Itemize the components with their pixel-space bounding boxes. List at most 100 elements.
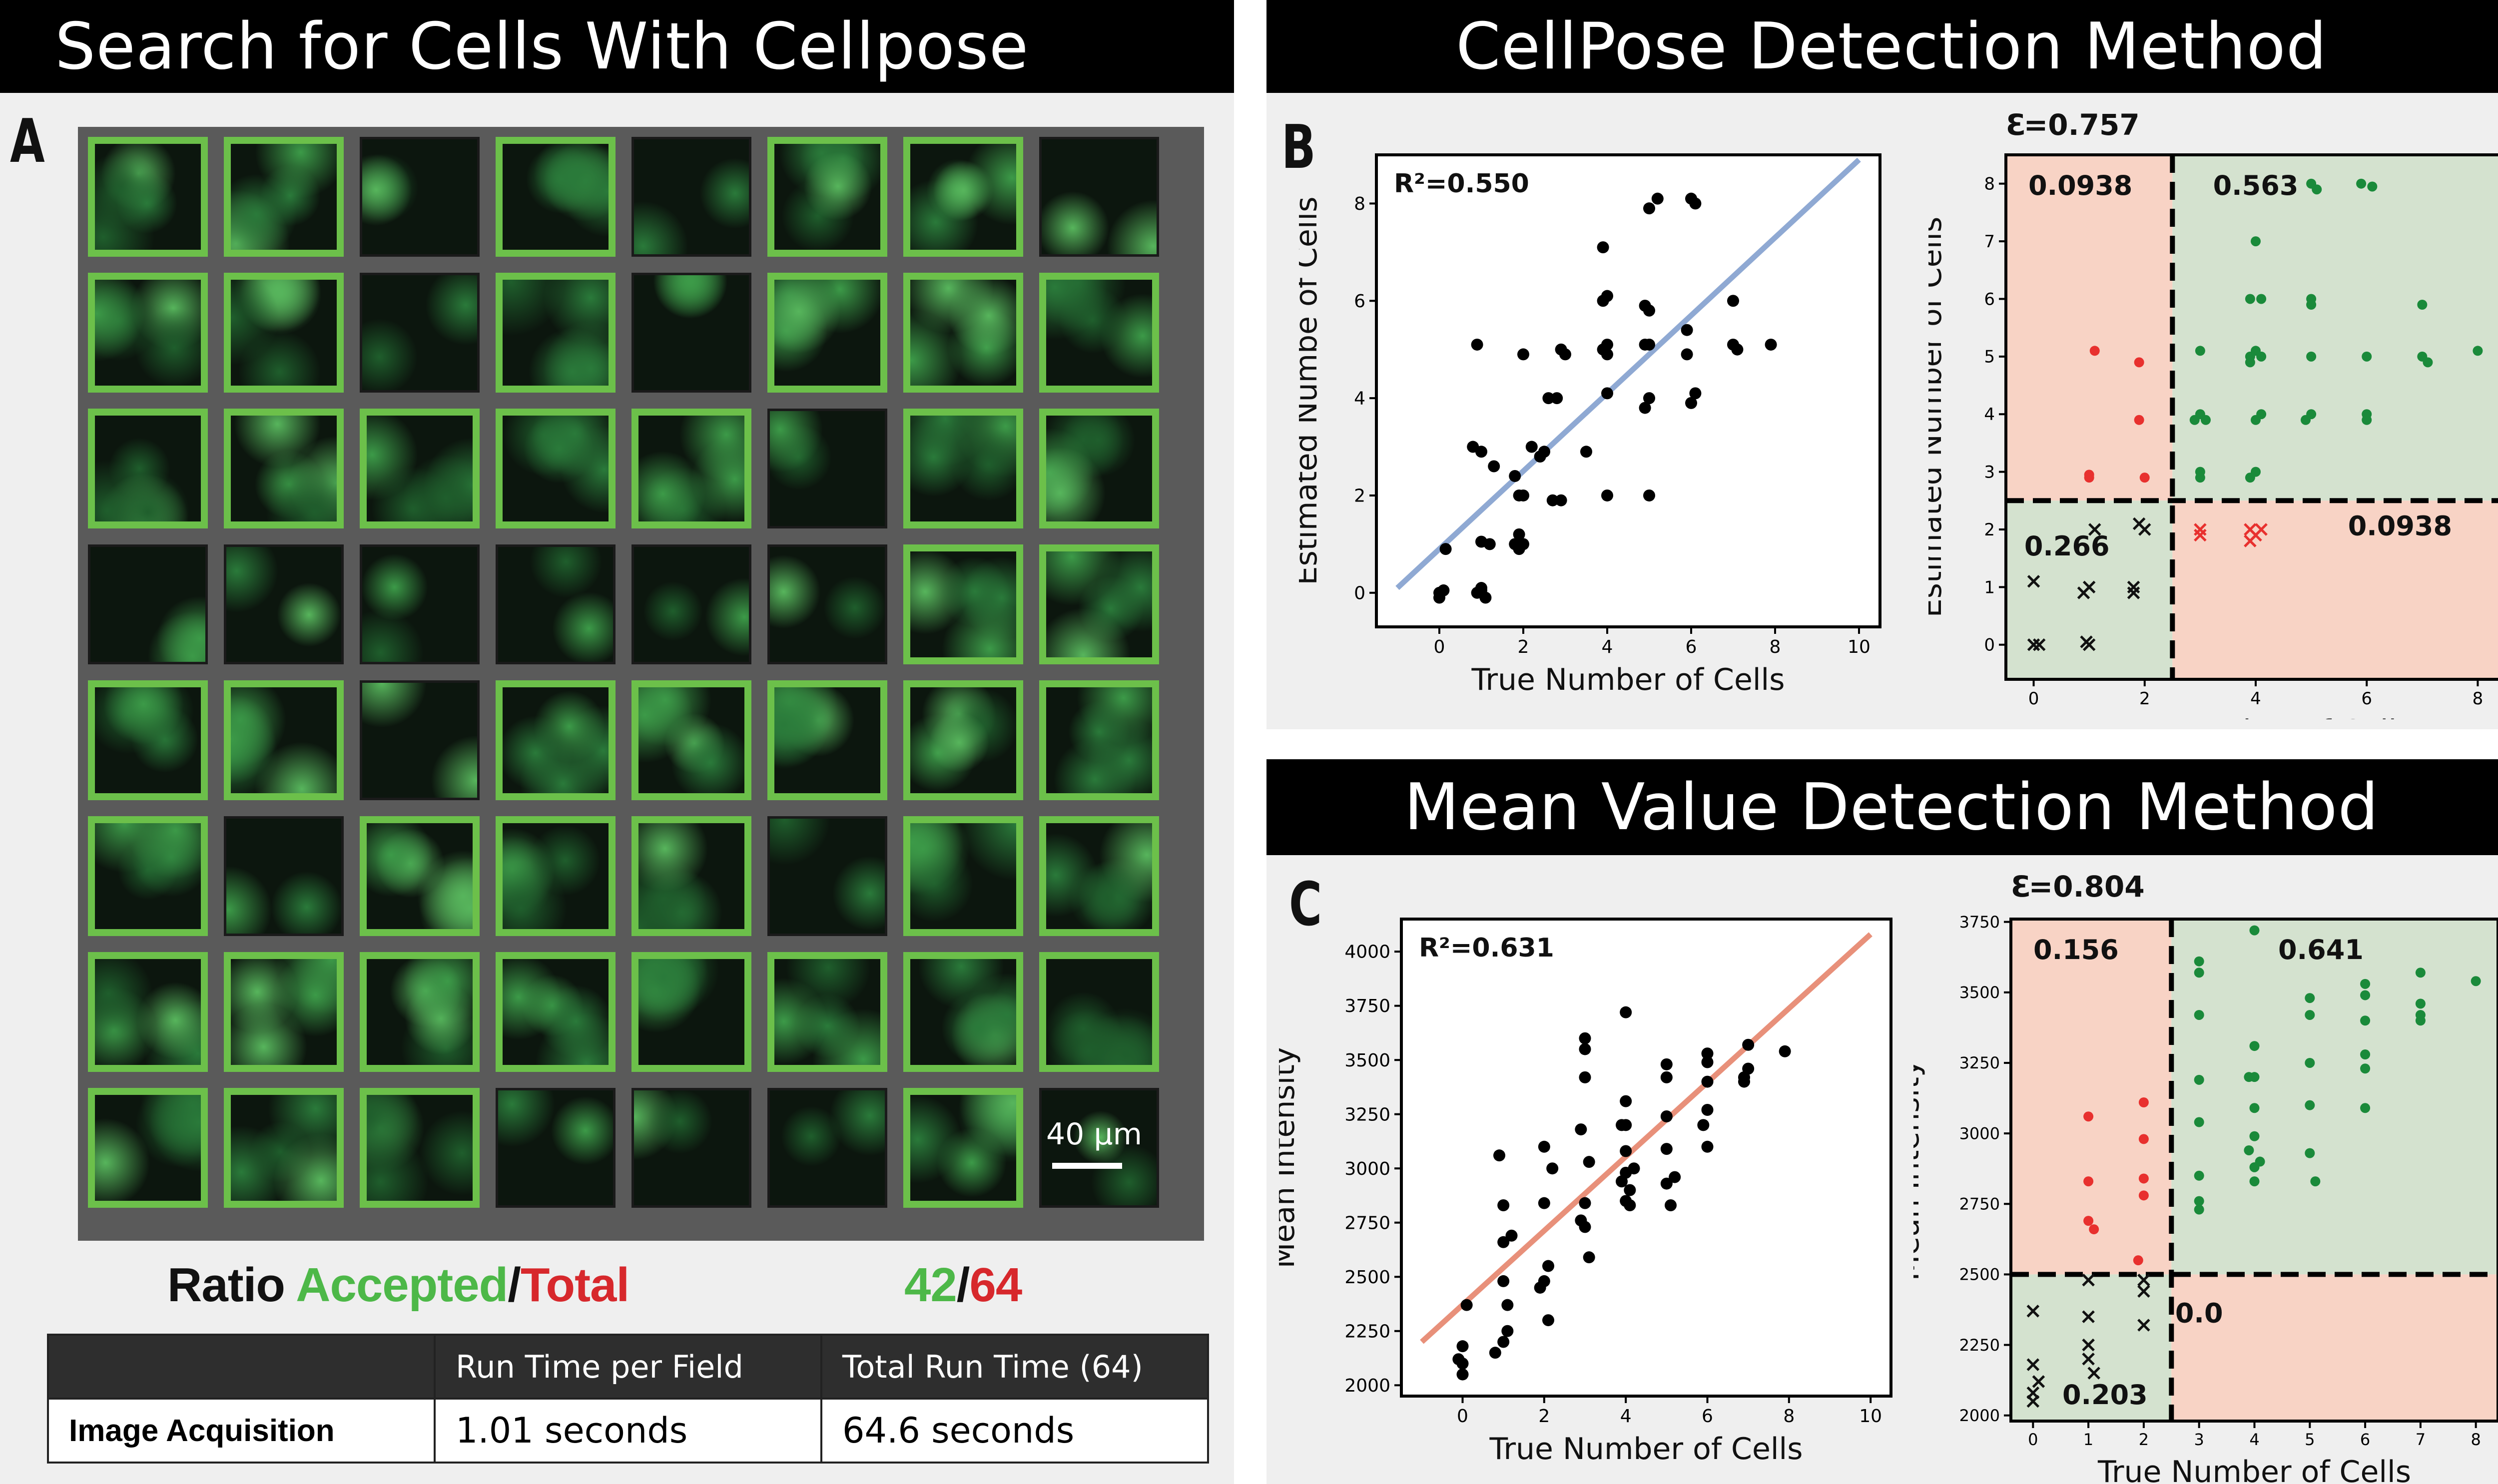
data-point (1665, 1199, 1677, 1211)
data-point (1475, 584, 1487, 596)
data-point (1681, 324, 1693, 336)
data-point (2083, 1111, 2094, 1122)
data-point-x (2082, 1338, 2095, 1352)
y-tick-label: 3500 (1344, 1050, 1390, 1071)
accepted-cell-tile (224, 137, 344, 257)
rejected-cell-tile (360, 680, 480, 800)
data-point-x (2137, 1285, 2150, 1298)
x-axis-label: True Number of Cells (1471, 662, 1785, 697)
data-point (1456, 1340, 1469, 1353)
data-point-x-stroke (2032, 638, 2046, 651)
y-tick-label: 2000 (1344, 1376, 1390, 1396)
accepted-cell-tile (631, 409, 751, 528)
data-point-x (2026, 1395, 2040, 1408)
panel-b-title: CellPose Detection Method (1266, 0, 2498, 93)
data-point (1471, 338, 1483, 351)
panel-label-c: C (1289, 870, 1322, 940)
data-point (1517, 489, 1529, 501)
data-point (2195, 409, 2205, 420)
rejected-cell-tile (767, 544, 887, 664)
data-point (1493, 1149, 1505, 1162)
x-tick-label: 8 (1783, 1406, 1795, 1427)
data-point-x-stroke (2026, 1305, 2040, 1318)
y-tick-label: 6 (1984, 289, 1995, 309)
data-point (2305, 1009, 2315, 1020)
data-point-x-stroke (2137, 1319, 2150, 1332)
data-point (1601, 489, 1613, 501)
x-tick-label: 0 (2028, 1430, 2038, 1449)
chart-b-left: 0 2 4 6 8 10 0 2 4 6 8 True Number of Cells Estimate… (1299, 153, 1881, 697)
y-axis-label: Mean Intensity (1279, 1047, 1301, 1269)
x-tick-label: 6 (2360, 1430, 2370, 1449)
y-tick-label: 2000 (1959, 1406, 2000, 1425)
chart-b-right: 0.0938 0.563 0.266 0.0938 0 2 4 6 8 0 1 2 3 4 5 6 7 8 True… (1928, 108, 2498, 719)
data-point (2194, 956, 2204, 967)
data-point-x-stroke (2087, 1367, 2100, 1380)
data-point-x (2137, 1319, 2150, 1332)
y-tick-label: 2250 (1959, 1336, 2000, 1355)
x-axis-label: True Number of Cells (2099, 714, 2413, 719)
data-point (2249, 1131, 2260, 1141)
data-point (1701, 1075, 1714, 1088)
data-point (1643, 392, 1655, 405)
data-point (2194, 1009, 2204, 1020)
accepted-cell-tile (88, 273, 208, 393)
data-point (1437, 584, 1450, 596)
accepted-cell-tile (631, 680, 751, 800)
data-point (2312, 184, 2322, 195)
quadrant-label-bottom-right: 0.0938 (2348, 510, 2452, 542)
accepted-cell-tile (88, 816, 208, 936)
accepted-cell-tile (903, 680, 1023, 800)
data-point (1542, 392, 1555, 405)
data-point (1501, 1299, 1514, 1311)
data-point (2471, 976, 2481, 987)
accepted-cell-tile (88, 137, 208, 257)
y-tick-label: 3250 (1959, 1053, 2000, 1072)
panel-label-a: A (10, 107, 45, 176)
data-point (2356, 178, 2367, 189)
data-point-x (2244, 534, 2257, 547)
y-tick-label: 3 (1984, 463, 1995, 483)
x-tick-label: 6 (1702, 1406, 1713, 1427)
chart-c-right: 0.156 0.641 0.203 0.0 0 1 2 3 4 5 6 7 8 2000 2250 2500 2… (1913, 870, 2498, 1484)
data-point (1651, 192, 1664, 205)
data-point (1624, 1199, 1636, 1211)
data-point-x-stroke (2026, 1358, 2040, 1371)
data-point (1701, 1140, 1714, 1153)
accepted-cell-tile (224, 273, 344, 393)
accepted-cell-tile (496, 137, 616, 257)
y-tick-label: 2250 (1344, 1321, 1390, 1342)
plot-area (1376, 155, 1880, 627)
data-point-x (2082, 1353, 2095, 1366)
quadrant-top-right (2171, 919, 2498, 1275)
ratio-total-value: 64 (969, 1258, 1022, 1312)
accepted-cell-tile (360, 816, 480, 936)
data-point (1731, 343, 1744, 356)
data-point (1509, 470, 1521, 482)
data-point (2251, 346, 2261, 356)
data-point (2367, 181, 2378, 192)
data-point (2133, 1255, 2143, 1266)
data-point (1551, 392, 1563, 405)
data-point (2195, 346, 2205, 356)
data-point (1579, 1043, 1591, 1055)
accepted-cell-tile (767, 680, 887, 800)
data-point (1559, 348, 1571, 361)
chart-c-left: 0 2 4 6 8 10 2000 2250 2500 2750 3000 3250 3500 3750 4… (1279, 918, 1892, 1467)
x-tick-label: 0 (2028, 689, 2039, 709)
data-point-x-stroke (2082, 1273, 2095, 1287)
y-tick-label: 5 (1984, 347, 1995, 367)
x-tick-label: 8 (2471, 1430, 2481, 1449)
accepted-cell-tile (496, 273, 616, 393)
x-tick-label: 4 (2250, 689, 2261, 709)
rejected-cell-tile (224, 544, 344, 664)
accepted-cell-tile (496, 952, 616, 1072)
x-tick-label: 6 (2361, 689, 2372, 709)
rejected-cell-tile (631, 137, 751, 257)
data-point (1701, 1047, 1714, 1060)
data-point (1525, 441, 1538, 453)
quadrant-label-top-left: 0.156 (2033, 934, 2119, 966)
data-point-x (2032, 638, 2046, 651)
accepted-cell-tile (224, 409, 344, 528)
data-point-x-stroke (2244, 523, 2257, 536)
